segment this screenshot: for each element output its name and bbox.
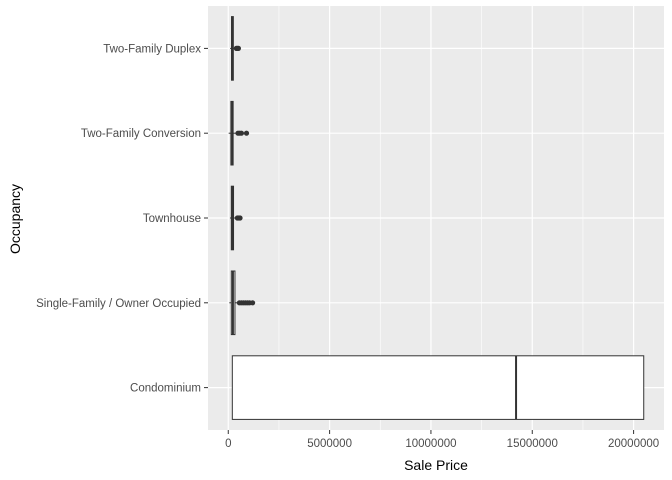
box-group [231, 355, 645, 420]
y-axis-ticks: Condominium Single-Family / Owner Occupie… [36, 43, 208, 395]
y-axis-title: Occupancy [7, 184, 23, 254]
box-group [228, 100, 250, 166]
y-tick-label: Townhouse [143, 213, 201, 225]
x-tick-label: 20000000 [608, 438, 659, 450]
y-tick-label: Two-Family Duplex [103, 43, 201, 55]
x-tick-label: 15000000 [507, 438, 558, 450]
box-group [229, 270, 256, 336]
box-series [228, 16, 645, 420]
x-axis-title: Sale Price [404, 457, 468, 473]
x-axis-ticks: 0 5000000 10000000 15000000 20000000 [225, 430, 659, 450]
x-tick-label: 0 [225, 438, 231, 450]
box-group [229, 185, 243, 251]
box-outlier [237, 215, 243, 221]
box-group [230, 16, 241, 81]
y-tick-label: Single-Family / Owner Occupied [36, 298, 201, 310]
box-body [231, 355, 645, 420]
box-outlier [235, 45, 241, 52]
box-outlier [243, 130, 250, 136]
box-outlier [238, 130, 245, 136]
x-tick-label: 10000000 [405, 438, 456, 450]
x-tick-label: 5000000 [307, 438, 352, 450]
y-tick-label: Two-Family Conversion [81, 128, 201, 140]
y-tick-label: Condominium [130, 383, 201, 395]
box-outlier [249, 300, 256, 306]
